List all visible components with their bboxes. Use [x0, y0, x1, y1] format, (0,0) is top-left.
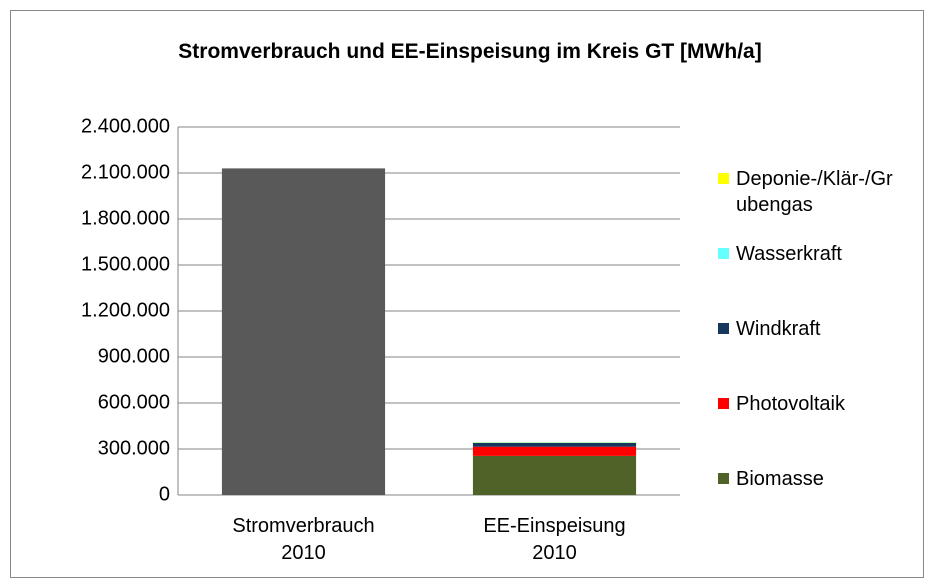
legend-swatch [718, 248, 729, 259]
legend-item: Wasserkraft [718, 241, 918, 267]
x-tick-label: EE-Einspeisung 2010 [483, 515, 626, 564]
legend-label: Biomasse [736, 468, 824, 490]
legend-item: Windkraft [718, 316, 918, 342]
legend-swatch [718, 173, 729, 184]
bar [472, 446, 637, 456]
y-tick-label: 1.200.000 [81, 299, 170, 321]
legend-swatch [718, 473, 729, 484]
legend-item: Biomasse [718, 466, 918, 492]
legend-label: Windkraft [736, 318, 821, 340]
x-tick-label: Stromverbrauch 2010 [232, 515, 375, 564]
y-tick-label: 900.000 [98, 345, 170, 367]
bar [221, 168, 386, 495]
y-tick-label: 0 [159, 483, 170, 505]
chart-title: Stromverbrauch und EE-Einspeisung im Kre… [178, 40, 762, 63]
legend-label: Deponie-/Klär-/Grubengas [736, 168, 893, 216]
chart-border [10, 10, 924, 578]
legend-swatch [718, 323, 729, 334]
legend-label: Photovoltaik [736, 393, 845, 415]
y-tick-label: 300.000 [98, 437, 170, 459]
legend-item: Deponie-/Klär-/Grubengas [718, 166, 918, 218]
legend-item: Photovoltaik [718, 391, 918, 417]
y-tick-label: 2.100.000 [81, 161, 170, 183]
y-tick-label: 2.400.000 [81, 115, 170, 137]
y-tick-label: 1.800.000 [81, 207, 170, 229]
y-tick-label: 1.500.000 [81, 253, 170, 275]
legend-swatch [718, 398, 729, 409]
y-tick-label: 600.000 [98, 391, 170, 413]
bar [472, 455, 637, 495]
legend-label: Wasserkraft [736, 243, 842, 265]
bar [472, 442, 637, 447]
